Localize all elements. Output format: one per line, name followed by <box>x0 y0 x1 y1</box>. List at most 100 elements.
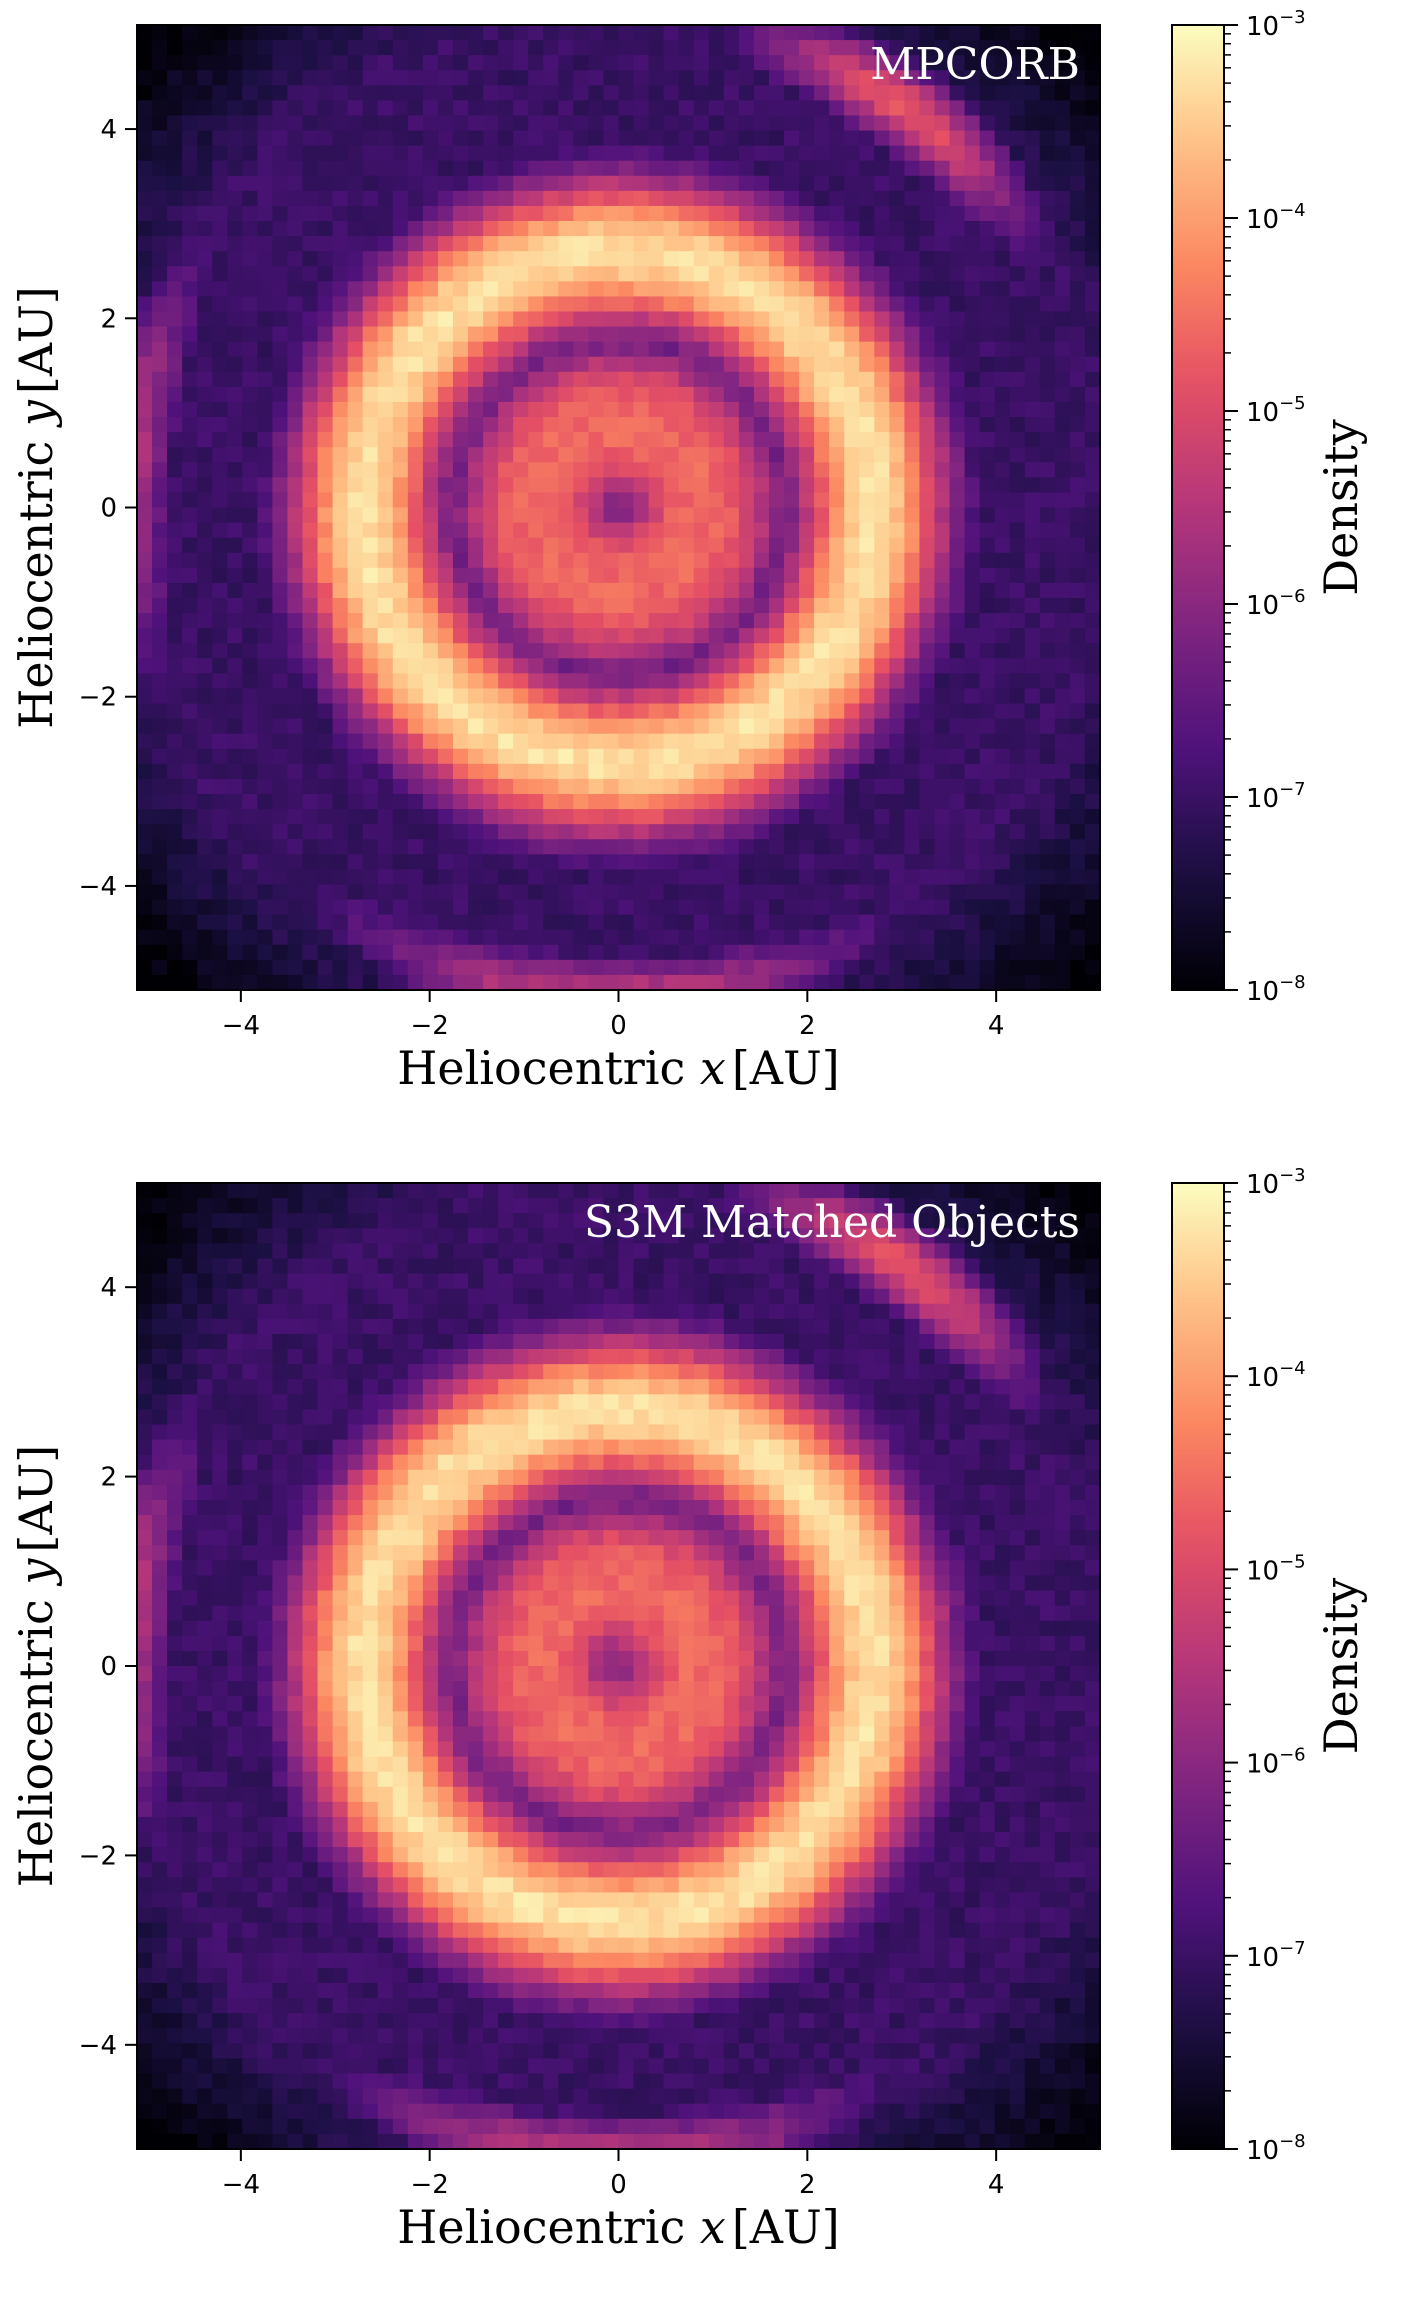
heatmap-cell <box>437 929 454 946</box>
heatmap-cell <box>693 688 710 705</box>
heatmap-cell <box>588 748 605 765</box>
heatmap-cell <box>738 884 755 901</box>
heatmap-cell <box>513 839 529 855</box>
heatmap-cell <box>227 1726 243 1743</box>
heatmap-cell <box>528 763 544 780</box>
heatmap-cell <box>964 778 981 795</box>
heatmap-cell <box>738 718 755 735</box>
heatmap-cell <box>347 281 364 298</box>
heatmap-cell <box>317 1243 334 1260</box>
heatmap-cell <box>257 371 274 388</box>
heatmap-cell <box>588 251 605 267</box>
heatmap-cell <box>242 130 258 147</box>
heatmap-cell <box>588 673 605 690</box>
heatmap-cell <box>332 778 349 795</box>
heatmap-cell <box>1054 914 1071 931</box>
heatmap-cell <box>693 567 710 584</box>
heatmap-cell <box>588 175 605 192</box>
heatmap-cell <box>949 793 966 810</box>
heatmap-cell <box>302 613 319 629</box>
heatmap-cell <box>242 552 258 569</box>
heatmap-cell <box>949 311 966 328</box>
heatmap-cell <box>212 733 228 750</box>
heatmap-cell <box>723 386 740 403</box>
heatmap-cell <box>693 658 710 674</box>
heatmap-cell <box>693 85 710 101</box>
heatmap-cell <box>543 899 559 916</box>
heatmap-cell <box>422 552 439 569</box>
heatmap-cell <box>573 959 590 976</box>
heatmap-cell <box>242 929 258 946</box>
heatmap-cell <box>272 2013 289 2029</box>
heatmap-cell <box>227 1786 243 1803</box>
heatmap-cell <box>287 1273 304 1290</box>
heatmap-cell <box>317 85 334 101</box>
heatmap-cell <box>889 809 905 825</box>
heatmap-cell <box>302 341 319 358</box>
heatmap-cell <box>272 929 289 946</box>
heatmap-cell <box>889 869 905 886</box>
heatmap-cell <box>212 281 228 298</box>
heatmap-cell <box>197 703 213 720</box>
heatmap-cell <box>513 673 529 690</box>
heatmap-cell <box>738 326 755 343</box>
heatmap-cell <box>483 944 499 961</box>
heatmap-cell <box>212 1726 228 1743</box>
heatmap-cell <box>257 537 274 554</box>
heatmap-cell <box>302 2133 319 2150</box>
heatmap-cell <box>257 2043 274 2060</box>
heatmap-cell <box>167 959 183 976</box>
heatmap-cell <box>498 854 514 870</box>
heatmap-cell <box>182 1967 198 1984</box>
heatmap-cell <box>558 447 574 463</box>
heatmap-cell <box>167 326 183 343</box>
heatmap-cell <box>768 326 785 343</box>
heatmap-cell <box>1039 914 1056 931</box>
heatmap-cell <box>347 477 364 494</box>
heatmap-cell <box>377 296 394 313</box>
heatmap-cell <box>618 824 635 840</box>
heatmap-cell <box>272 1364 289 1380</box>
heatmap-cell <box>362 839 379 855</box>
heatmap-cell <box>663 341 680 358</box>
heatmap-cell <box>723 703 740 720</box>
heatmap-cell <box>874 25 890 41</box>
heatmap-cell <box>994 100 1011 117</box>
heatmap-cell <box>859 793 875 810</box>
heatmap-cell <box>167 1318 183 1335</box>
heatmap-cell <box>498 175 514 192</box>
heatmap-cell <box>182 1424 198 1441</box>
heatmap-cell <box>302 1258 319 1275</box>
heatmap-cell <box>603 130 620 147</box>
heatmap-cell <box>603 658 620 674</box>
heatmap-cell <box>347 175 364 192</box>
heatmap-cell <box>663 447 680 463</box>
heatmap-cell <box>257 1711 274 1727</box>
heatmap-cell <box>483 432 499 448</box>
heatmap-cell <box>904 190 921 207</box>
heatmap-cell <box>934 115 951 132</box>
heatmap-cell <box>648 281 665 298</box>
heatmap-cell <box>979 462 996 478</box>
heatmap-cell <box>272 281 289 298</box>
heatmap-cell <box>543 100 559 117</box>
heatmap-cell <box>468 311 484 328</box>
heatmap-cell <box>693 160 710 177</box>
heatmap-cell <box>302 673 319 690</box>
heatmap-cell <box>814 296 830 313</box>
heatmap-cell <box>1009 567 1026 584</box>
heatmap-cell <box>919 85 936 101</box>
heatmap-cell <box>137 1379 153 1395</box>
heatmap-cell <box>738 386 755 403</box>
heatmap-cell <box>197 1273 213 1290</box>
heatmap-cell <box>874 492 890 509</box>
heatmap-cell <box>814 341 830 358</box>
heatmap-cell <box>513 145 529 162</box>
heatmap-cell <box>1084 824 1101 840</box>
heatmap-cell <box>182 341 198 358</box>
heatmap-cell <box>257 1379 274 1395</box>
heatmap-cell <box>197 447 213 463</box>
heatmap-cell <box>799 251 815 267</box>
heatmap-cell <box>272 944 289 961</box>
heatmap-cell <box>844 341 860 358</box>
